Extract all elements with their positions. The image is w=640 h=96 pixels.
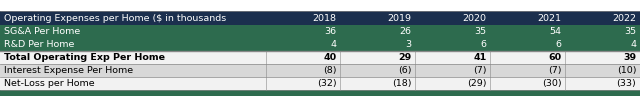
Text: 6: 6 bbox=[481, 40, 486, 49]
Text: 4: 4 bbox=[630, 40, 636, 49]
Text: 6: 6 bbox=[556, 40, 561, 49]
Text: 2019: 2019 bbox=[388, 14, 412, 22]
Bar bbox=[415, 64, 490, 77]
Text: (8): (8) bbox=[323, 66, 337, 75]
Bar bbox=[266, 38, 340, 51]
Bar bbox=[340, 64, 415, 77]
Bar bbox=[490, 51, 565, 64]
Bar bbox=[340, 38, 415, 51]
Text: 60: 60 bbox=[548, 53, 561, 62]
Text: Operating Expenses per Home ($ in thousands: Operating Expenses per Home ($ in thousa… bbox=[4, 14, 227, 22]
Bar bbox=[490, 64, 565, 77]
Text: 2020: 2020 bbox=[462, 14, 486, 22]
Bar bbox=[340, 51, 415, 64]
Text: 2018: 2018 bbox=[312, 14, 337, 22]
Text: 3: 3 bbox=[405, 40, 412, 49]
Bar bbox=[415, 25, 490, 38]
Bar bbox=[0, 77, 266, 90]
Text: 35: 35 bbox=[624, 27, 636, 36]
Text: 29: 29 bbox=[398, 53, 412, 62]
Bar bbox=[266, 25, 340, 38]
Text: 2021: 2021 bbox=[538, 14, 561, 22]
Text: R&D Per Home: R&D Per Home bbox=[4, 40, 75, 49]
Bar bbox=[0, 51, 266, 64]
Text: 36: 36 bbox=[324, 27, 337, 36]
Bar bbox=[415, 11, 490, 25]
Bar bbox=[415, 38, 490, 51]
Bar bbox=[340, 77, 415, 90]
Bar bbox=[565, 11, 640, 25]
Bar bbox=[490, 11, 565, 25]
Bar bbox=[0, 90, 640, 96]
Text: (33): (33) bbox=[616, 79, 636, 88]
Text: (32): (32) bbox=[317, 79, 337, 88]
Bar bbox=[565, 77, 640, 90]
Text: (18): (18) bbox=[392, 79, 412, 88]
Bar bbox=[0, 64, 266, 77]
Bar bbox=[490, 25, 565, 38]
Text: SG&A Per Home: SG&A Per Home bbox=[4, 27, 81, 36]
Text: (30): (30) bbox=[541, 79, 561, 88]
Text: 35: 35 bbox=[474, 27, 486, 36]
Bar bbox=[490, 38, 565, 51]
Text: (6): (6) bbox=[398, 66, 412, 75]
Bar bbox=[565, 38, 640, 51]
Text: 39: 39 bbox=[623, 53, 636, 62]
Text: 4: 4 bbox=[331, 40, 337, 49]
Bar bbox=[565, 51, 640, 64]
Text: 40: 40 bbox=[323, 53, 337, 62]
Text: (10): (10) bbox=[617, 66, 636, 75]
Bar bbox=[490, 77, 565, 90]
Bar bbox=[565, 25, 640, 38]
Bar bbox=[340, 25, 415, 38]
Bar bbox=[340, 11, 415, 25]
Bar bbox=[266, 64, 340, 77]
Bar bbox=[266, 11, 340, 25]
Text: 26: 26 bbox=[399, 27, 412, 36]
Bar bbox=[0, 25, 266, 38]
Text: 2022: 2022 bbox=[612, 14, 636, 22]
Text: 41: 41 bbox=[473, 53, 486, 62]
Bar bbox=[415, 77, 490, 90]
Bar bbox=[415, 51, 490, 64]
Bar bbox=[565, 64, 640, 77]
Text: Total Operating Exp Per Home: Total Operating Exp Per Home bbox=[4, 53, 166, 62]
Bar bbox=[266, 77, 340, 90]
Text: Net-Loss per Home: Net-Loss per Home bbox=[4, 79, 95, 88]
Text: Interest Expense Per Home: Interest Expense Per Home bbox=[4, 66, 134, 75]
Bar bbox=[0, 38, 266, 51]
Bar bbox=[0, 11, 266, 25]
Bar bbox=[266, 51, 340, 64]
Text: (29): (29) bbox=[467, 79, 486, 88]
Text: (7): (7) bbox=[548, 66, 561, 75]
Text: (7): (7) bbox=[473, 66, 486, 75]
Text: 54: 54 bbox=[549, 27, 561, 36]
